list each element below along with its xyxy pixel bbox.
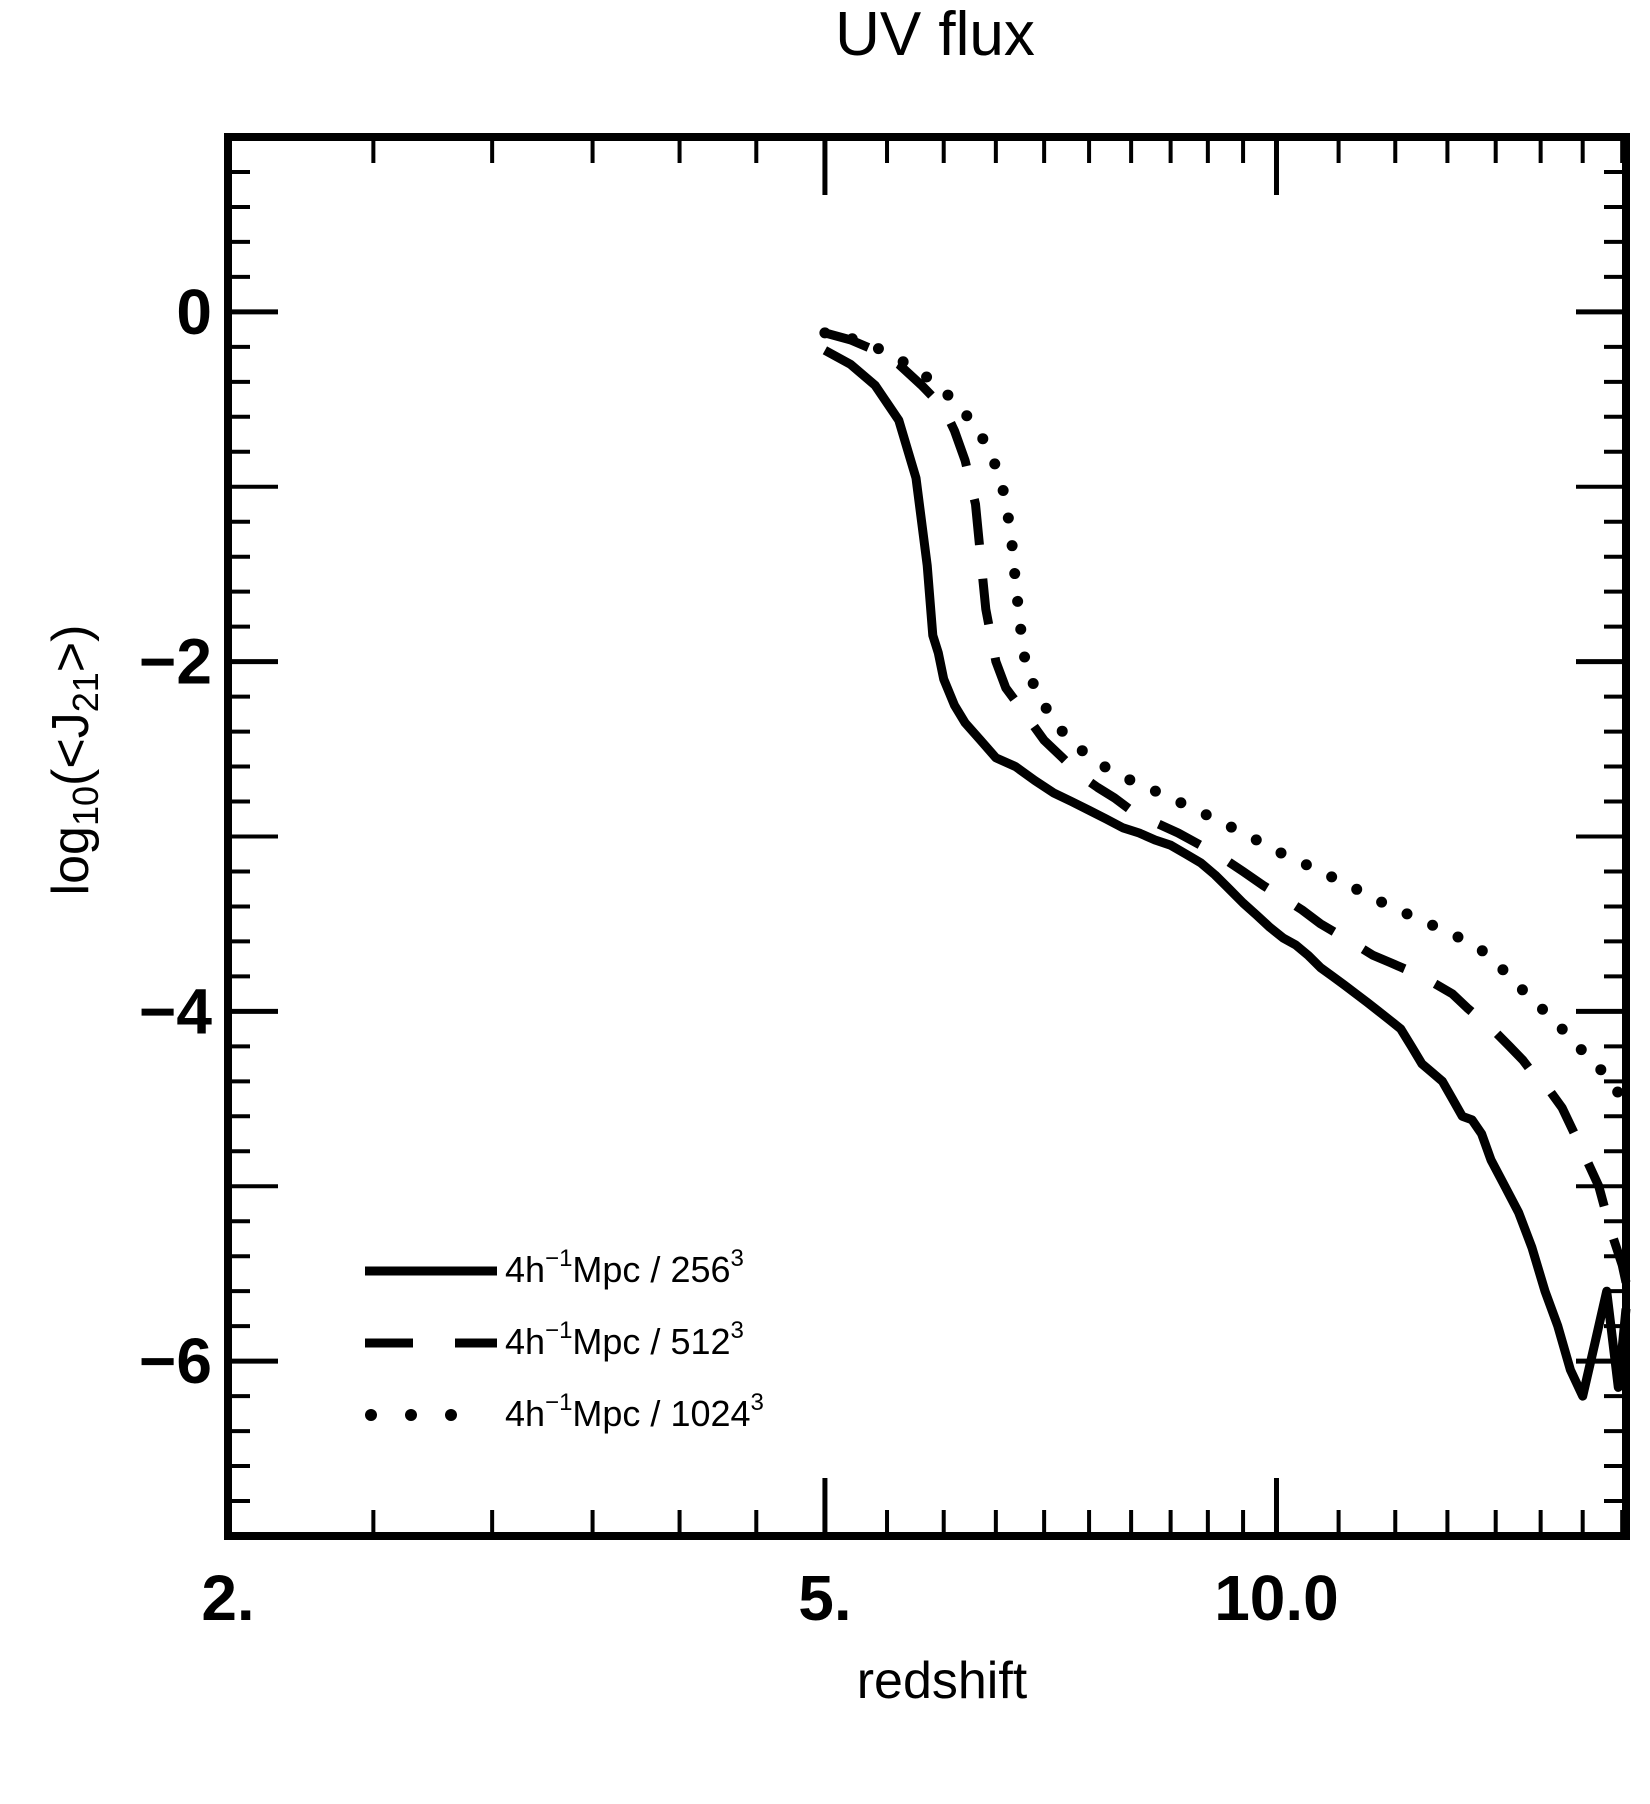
y-tick-label: −4 [139,975,212,1047]
x-tick-label: 2. [201,1562,254,1634]
x-axis-label: redshift [857,1652,1028,1710]
y-label-prefix: log [42,826,100,895]
y-label-mid: (<J [42,712,100,786]
legend-dot [405,1409,417,1421]
y-label-sub: 10 [65,786,106,826]
chart-title: UV flux [835,0,1035,69]
series-layer [819,327,1631,1401]
legend-dot [445,1409,457,1421]
legend: 4h−1Mpc / 2563 4h−1Mpc / 5123 4h−1Mpc / … [365,1245,764,1434]
y-tick-label: −6 [139,1325,212,1397]
legend-label-512: 4h−1Mpc / 5123 [505,1317,744,1362]
series-line-dashed [823,328,1631,1284]
y-label-sub2: 21 [65,672,106,712]
minor-ticks [228,137,1626,1536]
series-line-solid [822,346,1631,1401]
series-line-dotted [819,327,1628,1105]
y-tick-label: −2 [139,626,212,698]
major-ticks [225,137,1626,1536]
y-axis-label: log10(<J21>) [42,625,106,896]
legend-dot [365,1409,377,1421]
legend-label-256: 4h−1Mpc / 2563 [505,1245,744,1290]
plot-frame [224,133,1630,1540]
y-tick-label: 0 [176,276,212,348]
legend-swatch-dotted [365,1409,457,1421]
legend-label-1024: 4h−1Mpc / 10243 [505,1389,764,1434]
tick-labels: 2. 5. 10.0 0 −2 −4 −6 [139,276,1339,1634]
x-tick-label: 10.0 [1214,1562,1339,1634]
x-tick-label: 5. [798,1562,851,1634]
y-label-suffix: >) [42,625,100,673]
